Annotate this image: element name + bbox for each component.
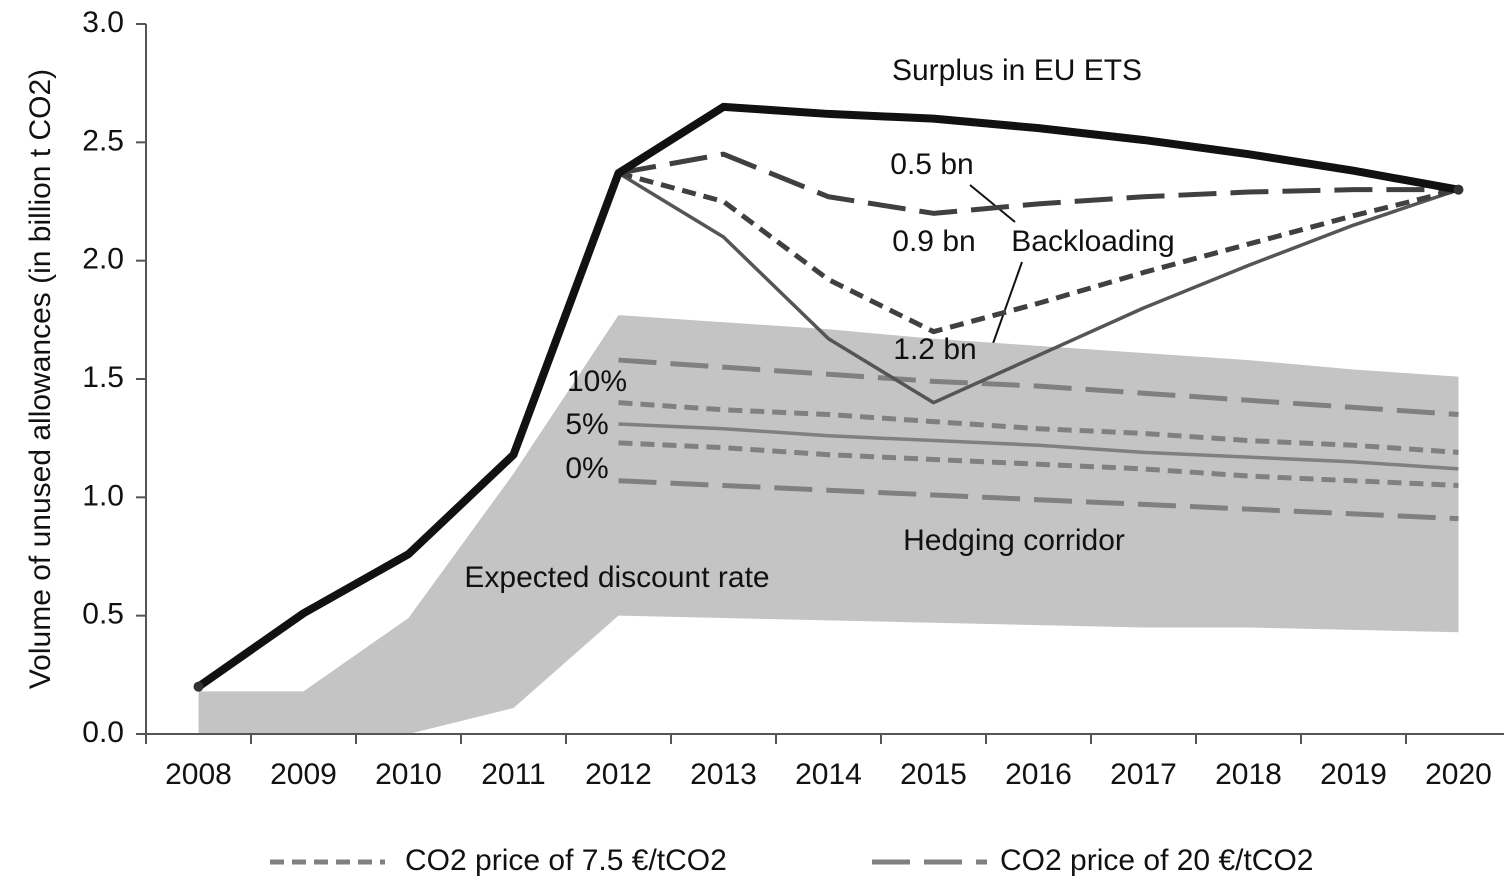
series-line (618, 357, 1459, 417)
annotation: Backloading (1011, 225, 1174, 258)
annotation: Expected discount rate (464, 561, 769, 594)
y-tick-label: 3.0 (82, 6, 124, 39)
x-tick-label: 2014 (795, 758, 862, 791)
x-tick-label: 2018 (1215, 758, 1282, 791)
x-tick-label: 2009 (270, 758, 337, 791)
x-tick-label: 2017 (1110, 758, 1177, 791)
x-tick-label: 2011 (481, 758, 546, 791)
x-tick-label: 2015 (900, 758, 967, 791)
annotation: 10% (567, 365, 627, 398)
end-marker (193, 681, 204, 692)
series-label: Surplus in EU ETS (892, 54, 1142, 87)
series-line (617, 170, 1460, 335)
series-line (618, 151, 1459, 216)
x-tick-label: 2013 (690, 758, 757, 791)
legend-label: CO2 price of 20 €/tCO2 (1000, 844, 1313, 877)
series-line (617, 171, 1460, 405)
y-tick-label: 1.0 (82, 479, 124, 512)
end-marker (1453, 184, 1464, 195)
series-line (618, 478, 1459, 522)
y-tick-label: 2.0 (82, 243, 124, 276)
annotation: 0% (565, 452, 608, 485)
x-tick-label: 2020 (1425, 758, 1492, 791)
x-tick-label: 2012 (585, 758, 652, 791)
y-tick-label: 0.5 (82, 598, 124, 631)
series-line (618, 440, 1459, 488)
y-tick-label: 2.5 (82, 124, 124, 157)
annotation: 5% (565, 408, 608, 441)
hedging-corridor (198, 315, 1459, 734)
series-line (196, 102, 1460, 690)
series-label: 1.2 bn (893, 333, 976, 366)
y-tick-label: 0.0 (82, 716, 124, 749)
series-line (618, 400, 1459, 455)
annotation: Hedging corridor (903, 524, 1125, 557)
x-tick-label: 2019 (1320, 758, 1387, 791)
series-label: 0.5 bn (890, 148, 973, 181)
leader-line (989, 261, 1023, 353)
x-tick-label: 2010 (375, 758, 442, 791)
y-axis-label: Volume of unused allowances (in billion … (24, 69, 57, 689)
x-tick-label: 2016 (1005, 758, 1072, 791)
legend-label: CO2 price of 7.5 €/tCO2 (405, 844, 727, 877)
series-label: 0.9 bn (892, 225, 975, 258)
x-tick-label: 2008 (165, 758, 232, 791)
leader-line (969, 184, 1016, 223)
y-tick-label: 1.5 (82, 361, 124, 394)
series-line (618, 422, 1459, 471)
